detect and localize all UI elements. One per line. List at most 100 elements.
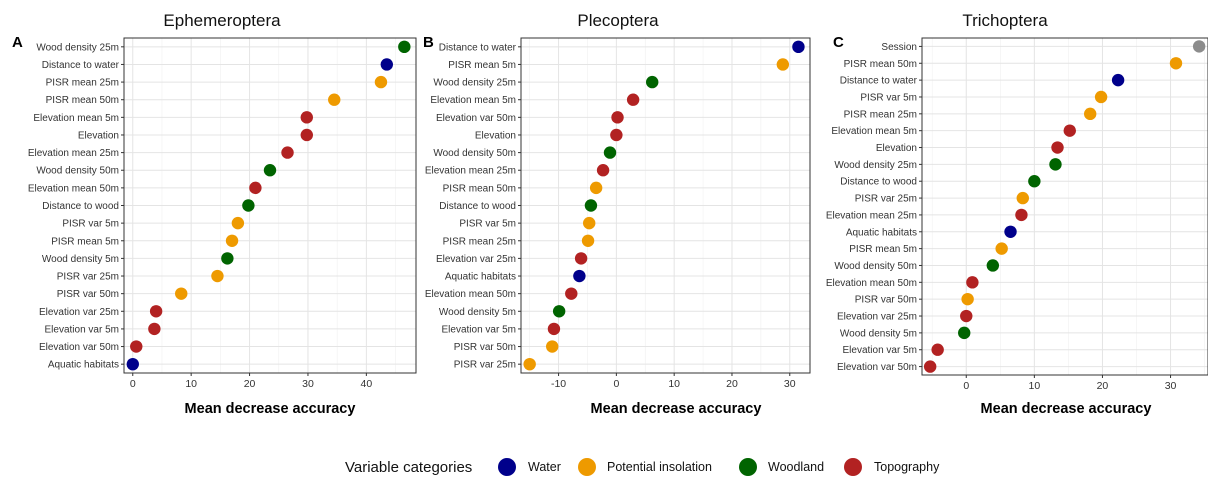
panel-b-data-point: [584, 199, 598, 212]
panel-b-x-tick-label: 30: [784, 378, 796, 390]
panel-b-data-point: [610, 128, 623, 142]
panel-a-plot: 0 10 20 30 40 Wood density 25m Distance to wat…: [28, 37, 417, 390]
panel-a-data-point: [249, 181, 262, 195]
panel-b-data-point: [581, 234, 595, 247]
panel-c-y-tick-label: Aquatic habitats: [846, 227, 917, 238]
panel-a-title: Ephemeroptera: [163, 11, 281, 30]
panel-c-x-tick-label: 30: [1165, 380, 1177, 392]
panel-b-data-point: [596, 164, 610, 177]
panel-c-y-tick-label: Wood density 5m: [840, 328, 917, 339]
panel-b-x-tick-label: -10: [551, 378, 566, 390]
panel-c-data-point: [1015, 208, 1028, 222]
panel-c-data-point: [1028, 175, 1041, 188]
panel-b-data-point: [603, 146, 617, 159]
panel-a-x-tick-label: 10: [185, 378, 197, 390]
panel-a-data-point: [149, 305, 163, 318]
panel-c-y-tick-label: PISR var 5m: [860, 92, 917, 103]
panel-a-data-point: [175, 287, 188, 300]
panel-b-y-tick-label: Elevation var 50m: [436, 113, 516, 124]
panel-c-data-point: [1192, 40, 1206, 53]
panel-b-y-tick-label: Elevation: [475, 130, 516, 141]
panel-b-y-tick-label: Aquatic habitats: [445, 272, 516, 283]
panel-c-data-point: [966, 276, 979, 289]
panel-a-y-tick-label: Wood density 25m: [36, 42, 119, 53]
panel-b-y-tick-label: Wood density 50m: [433, 148, 516, 159]
panel-b-y-tick-label: Distance to water: [439, 42, 517, 53]
panel-c-y-tick-label: Elevation var 5m: [843, 345, 917, 356]
panel-c-y-tick-label: Elevation mean 25m: [826, 210, 917, 221]
panel-b-y-tick-label: Wood density 5m: [439, 307, 516, 318]
panel-b-data-point: [574, 252, 588, 265]
panel-a-y-tick-label: Elevation: [78, 130, 119, 141]
panel-c-data-point: [931, 343, 944, 356]
panel-b-data-point: [547, 322, 561, 336]
panel-b-y-tick-label: Elevation mean 25m: [425, 166, 516, 177]
legend-title: Variable categories: [345, 459, 472, 476]
panel-c-data-point: [995, 242, 1008, 255]
panel-c-y-tick-label: Elevation var 25m: [837, 312, 917, 323]
panel-b-data-point: [552, 305, 566, 318]
panel-a-data-point: [374, 75, 388, 89]
panel-b-y-tick-label: Elevation mean 50m: [425, 289, 516, 300]
panel-b-data-point: [523, 357, 536, 371]
panel-c-y-tick-label: Session: [881, 42, 917, 53]
panel-a-data-point: [126, 357, 139, 371]
panel-c-title: Trichoptera: [962, 11, 1048, 30]
panel-a: Ephemeroptera A 0 10 20 30 40 Wood density 25…: [12, 11, 417, 417]
panel-a-data-point: [148, 322, 161, 336]
panel-a-data-point: [380, 58, 393, 71]
panel-a-x-tick-label: 0: [130, 378, 136, 390]
panel-a-y-tick-label: Distance to water: [42, 60, 120, 71]
panel-a-y-tick-label: PISR var 25m: [57, 272, 119, 283]
panel-b-plot: -10 0 10 20 30 Distance to water PISR mean 5m W…: [425, 37, 811, 390]
panel-b-data-point: [583, 216, 596, 230]
panel-c-data-point: [1111, 73, 1125, 87]
panel-a-data-point: [211, 269, 224, 283]
panel-c-y-tick-label: Distance to wood: [840, 177, 917, 188]
panel-b: Plecoptera B -10 0 10 20 30 Distance to water…: [423, 11, 811, 417]
panel-b-y-tick-label: PISR mean 50m: [443, 183, 516, 194]
panel-c-data-point: [1063, 124, 1076, 137]
panel-a-y-tick-label: Elevation var 25m: [39, 307, 119, 318]
panel-a-y-tick-label: PISR mean 50m: [46, 95, 119, 106]
panel-b-data-point: [792, 40, 805, 54]
panel-b-data-point: [626, 93, 640, 106]
panel-b-data-point: [646, 75, 659, 89]
panel-a-y-tick-label: PISR mean 5m: [51, 236, 119, 247]
panel-a-x-tick-label: 40: [361, 378, 373, 390]
panel-c-y-tick-label: Elevation mean 5m: [831, 126, 917, 137]
panel-b-data-point: [589, 181, 603, 195]
panel-b-title: Plecoptera: [577, 11, 659, 30]
panel-b-y-tick-label: PISR mean 25m: [443, 236, 516, 247]
panel-b-x-axis-label: Mean decrease accuracy: [591, 401, 762, 417]
panel-c-data-point: [961, 292, 974, 306]
panel-b-x-tick-label: 10: [668, 378, 680, 390]
panel-c-data-point: [986, 259, 1000, 272]
panel-b-y-tick-label: Elevation var 25m: [436, 254, 516, 265]
panel-c-plot-border: [921, 37, 1208, 376]
panel-b-y-tick-label: PISR var 25m: [454, 360, 516, 371]
panel-a-data-point: [130, 340, 143, 353]
panel-c-data-point: [1051, 141, 1064, 154]
panel-c-letter: C: [833, 34, 844, 51]
panel-a-y-tick-label: Wood density 50m: [36, 166, 119, 177]
legend: Variable categories Water Potential inso…: [345, 458, 940, 476]
panel-a-y-tick-label: PISR mean 25m: [46, 78, 119, 89]
panel-a-y-tick-label: Distance to wood: [42, 201, 119, 212]
panel-c-data-point: [1169, 57, 1183, 70]
panel-a-data-point: [231, 216, 245, 230]
panel-c-x-axis-label: Mean decrease accuracy: [981, 401, 1152, 417]
panel-a-data-point: [225, 234, 239, 247]
panel-a-data-point: [221, 252, 234, 265]
panel-c-x-tick-label: 20: [1097, 380, 1109, 392]
legend-swatch-woodland: [739, 458, 757, 476]
panel-c-y-tick-label: Elevation: [876, 143, 917, 154]
panel-c-x-tick-label: 10: [1029, 380, 1041, 392]
panel-a-y-tick-label: PISR var 50m: [57, 289, 119, 300]
panel-b-letter: B: [423, 34, 434, 51]
panel-a-data-point: [398, 40, 411, 54]
panel-a-data-point: [328, 93, 341, 106]
panel-a-data-point: [242, 199, 255, 212]
panel-b-y-tick-label: Elevation var 5m: [442, 324, 516, 335]
